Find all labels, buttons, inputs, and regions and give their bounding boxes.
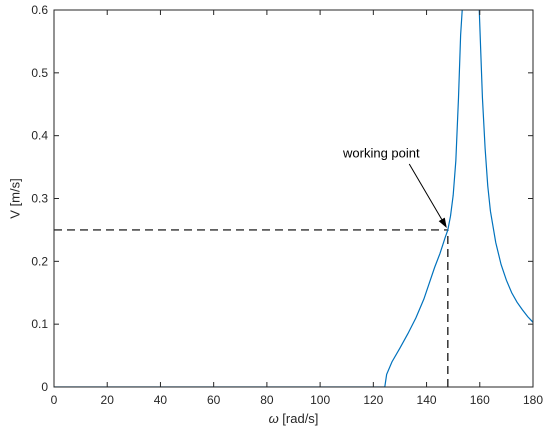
x-tick-label: 160	[470, 393, 490, 407]
x-tick-label: 140	[417, 393, 437, 407]
x-axis-label: ω [rad/s]	[269, 411, 319, 426]
x-tick-label: 40	[154, 393, 168, 407]
x-tick-label: 0	[51, 393, 58, 407]
y-tick-label: 0.4	[31, 129, 48, 143]
x-tick-label: 120	[363, 393, 383, 407]
series-layer	[54, 10, 533, 387]
x-tick-label: 180	[523, 393, 543, 407]
y-tick-label: 0.1	[31, 317, 48, 331]
y-tick-label: 0.6	[31, 3, 48, 17]
annotation-working-point: working point	[342, 146, 420, 161]
x-tick-label: 60	[207, 393, 221, 407]
annotation: working point	[342, 146, 447, 229]
y-tick-label: 0.3	[31, 192, 48, 206]
y-tick-label: 0.5	[31, 66, 48, 80]
annotation-arrowhead	[438, 217, 447, 229]
svg-text:ω [rad/s]: ω [rad/s]	[269, 411, 319, 426]
x-axis-label-symbol: ω	[269, 411, 279, 426]
plot-frame	[53, 9, 534, 388]
annotation-arrow	[408, 163, 443, 220]
y-tick-label: 0	[41, 380, 48, 394]
reference-lines	[54, 229, 449, 387]
series-line	[54, 10, 533, 387]
x-tick-label: 100	[310, 393, 330, 407]
x-tick-label: 20	[101, 393, 115, 407]
x-axis-label-unit: [rad/s]	[279, 411, 319, 426]
y-axis-label: V [m/s]	[7, 178, 22, 218]
axis-ticks: 0 20 40 60 80 100 120 140 160 180 0 0.1 0.2 0.3 0.4 0.5…	[31, 3, 543, 407]
y-tick-label: 0.2	[31, 254, 48, 268]
x-tick-label: 80	[260, 393, 274, 407]
